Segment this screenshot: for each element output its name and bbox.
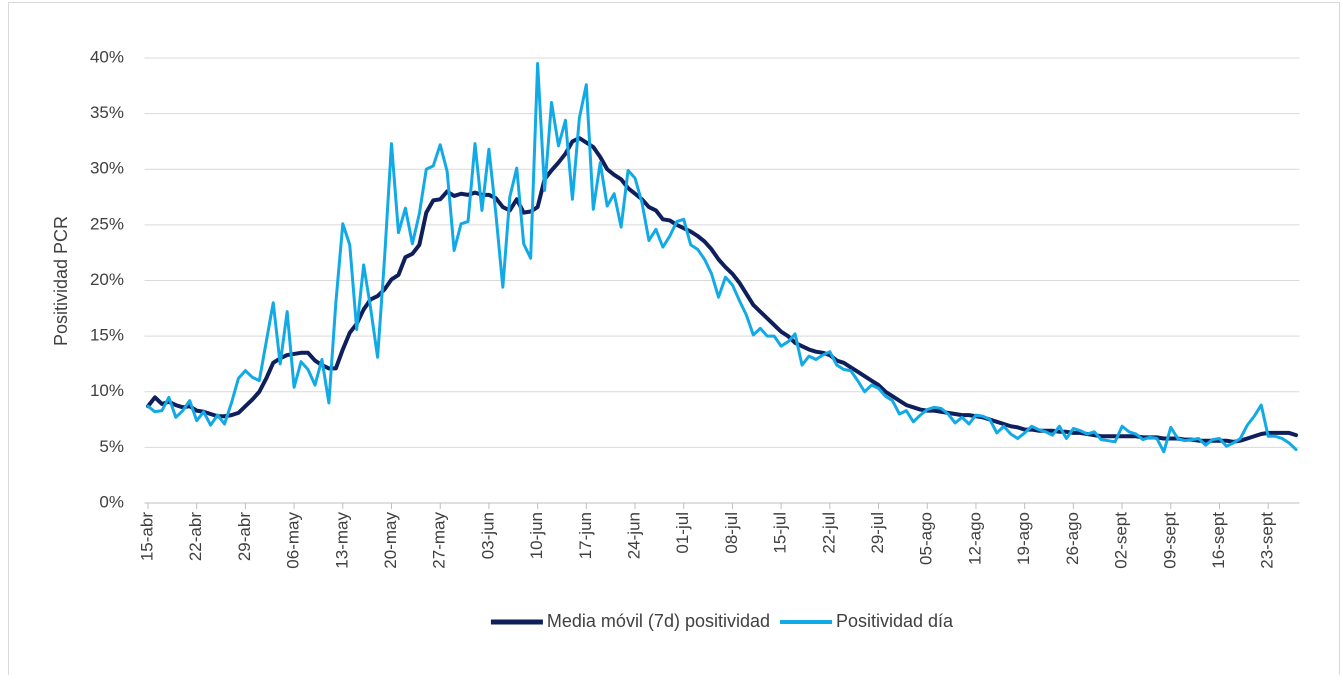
- x-tick-label: 01-jul: [673, 512, 692, 554]
- chart-frame: [8, 2, 1340, 680]
- x-tick-label: 06-may: [284, 512, 303, 569]
- x-tick-label: 02-sept: [1112, 512, 1131, 569]
- x-tick-label: 29-abr: [235, 512, 254, 561]
- x-tick-label: 27-may: [430, 512, 449, 569]
- x-tick-label: 22-jul: [819, 512, 838, 554]
- x-tick-label: 23-sept: [1258, 512, 1277, 569]
- x-tick-label: 15-jul: [771, 512, 790, 554]
- y-tick-label: 25%: [90, 214, 124, 233]
- y-tick-label: 30%: [90, 159, 124, 178]
- x-tick-label: 20-may: [381, 512, 400, 569]
- plot-area: [145, 62, 1299, 454]
- y-tick-label: 40%: [90, 47, 124, 66]
- x-tick-label: 22-abr: [186, 512, 205, 561]
- x-tick-label: 12-ago: [965, 512, 984, 565]
- x-tick-label: 09-sept: [1160, 512, 1179, 569]
- series-line: [146, 62, 1298, 454]
- y-tick-label: 10%: [90, 381, 124, 400]
- y-tick-label: 35%: [90, 103, 124, 122]
- x-tick-label: 08-jul: [722, 512, 741, 554]
- legend: Media móvil (7d) positividad Positividad …: [490, 611, 954, 631]
- y-tick-label: 0%: [99, 492, 124, 511]
- grid: 0% 5% 10% 15% 20% 25% 30% 35% 40% 15-abr 22-abr 29-…: [90, 47, 1300, 569]
- y-tick-label: 15%: [90, 326, 124, 345]
- x-tick-label: 16-sept: [1209, 512, 1228, 569]
- x-tick-label: 29-jul: [868, 512, 887, 554]
- y-tick-label: 20%: [90, 270, 124, 289]
- x-tick-label: 10-jun: [527, 512, 546, 559]
- series-line: [145, 136, 1299, 444]
- x-tick-label: 05-ago: [917, 512, 936, 565]
- x-tick-label: 26-ago: [1063, 512, 1082, 565]
- legend-label: Media móvil (7d) positividad: [547, 611, 770, 631]
- x-tick-label: 24-jun: [625, 512, 644, 559]
- x-tick-label: 03-jun: [478, 512, 497, 559]
- x-tick-label: 15-abr: [137, 512, 156, 561]
- x-tick-label: 17-jun: [576, 512, 595, 559]
- legend-label: Positividad día: [836, 611, 954, 631]
- x-tick-label: 19-ago: [1014, 512, 1033, 565]
- x-tick-label: 13-may: [332, 512, 351, 569]
- y-tick-label: 5%: [99, 437, 124, 456]
- y-axis-title: Positividad PCR: [51, 216, 71, 346]
